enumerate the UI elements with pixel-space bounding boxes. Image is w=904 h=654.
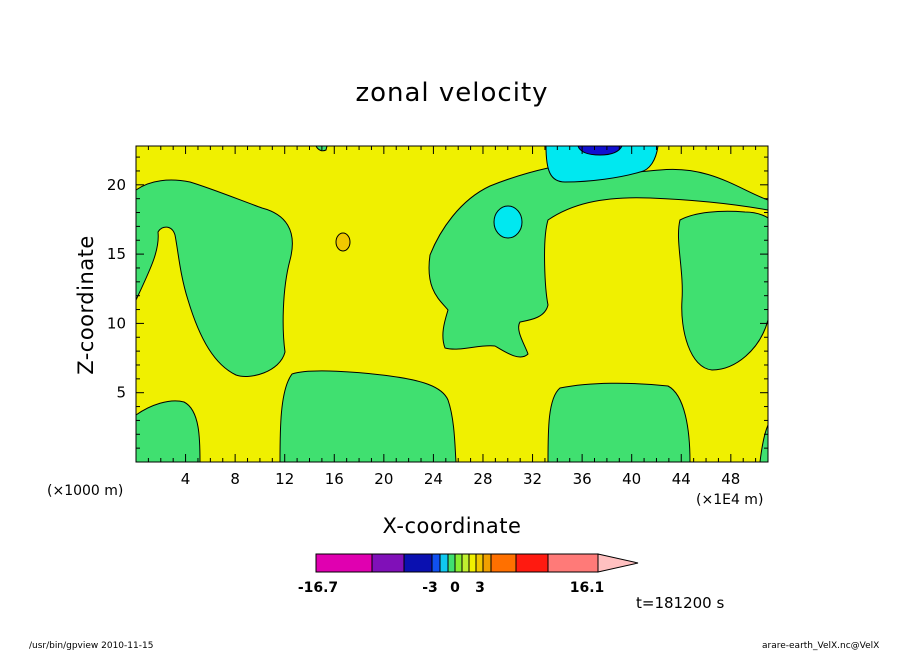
x-tick-label: 8 <box>230 470 240 488</box>
colorbar-segment <box>371 553 405 573</box>
x-unit-note: (×1000 m) <box>47 483 124 499</box>
region-green-left <box>135 179 293 377</box>
y-tick-marks <box>136 156 768 449</box>
region-green-bottom-left <box>135 400 201 463</box>
y-tick-labels: 5 10 15 20 <box>107 176 126 402</box>
x-tick-label: 12 <box>275 470 294 488</box>
colorbar-segment <box>490 553 517 573</box>
colorbar-labels: -16.7 -3 0 3 16.1 <box>298 580 604 596</box>
y-tick-label: 10 <box>107 314 126 332</box>
colorbar-segment <box>547 553 599 573</box>
colorbar-segment <box>475 553 484 573</box>
x-tick-marks <box>147 146 757 462</box>
footer-right: arare-earth_VelX.nc@VelX <box>762 641 880 651</box>
colorbar-arrow <box>597 553 639 573</box>
x-tick-label: 16 <box>325 470 344 488</box>
colorbar-segment <box>461 553 470 573</box>
x-tick-label: 48 <box>721 470 740 488</box>
x-tick-label: 44 <box>672 470 691 488</box>
colorbar-segment <box>431 553 441 573</box>
y-tick-label: 5 <box>116 384 126 402</box>
region-orange-blob <box>335 232 351 252</box>
region-green-bottom-middle <box>279 370 457 463</box>
x-axis-label: X-coordinate <box>382 514 522 538</box>
colorbar-mid-label: -3 <box>422 580 438 596</box>
colorbar-segment <box>482 553 492 573</box>
colorbar-segment <box>439 553 449 573</box>
x-unit-note-right: (×1E4 m) <box>696 492 764 508</box>
y-tick-label: 15 <box>107 245 126 263</box>
region-cyan-blob <box>493 205 523 239</box>
colorbar-segment <box>447 553 456 573</box>
x-tick-label: 32 <box>523 470 542 488</box>
colorbar-mid-label: 3 <box>475 580 485 596</box>
footer-left: /usr/bin/gpview 2010-11-15 <box>29 641 154 651</box>
y-tick-label: 20 <box>107 176 126 194</box>
colorbar-segment <box>454 553 463 573</box>
colorbar-mid-label: 0 <box>450 580 460 596</box>
chart-title: zonal velocity <box>355 78 549 108</box>
x-tick-label: 36 <box>573 470 592 488</box>
x-tick-label: 4 <box>181 470 191 488</box>
colorbar-segment <box>315 553 373 573</box>
plot-frame <box>135 145 769 463</box>
colorbar-segment <box>403 553 433 573</box>
y-axis-label: Z-coordinate <box>74 235 98 375</box>
x-tick-label: 28 <box>473 470 492 488</box>
x-tick-label: 24 <box>424 470 443 488</box>
colorbar-segment <box>515 553 549 573</box>
x-tick-label: 40 <box>622 470 641 488</box>
region-green-bottom-right <box>547 382 691 463</box>
colorbar-max-label: 16.1 <box>570 580 605 596</box>
time-label: t=181200 s <box>636 594 725 612</box>
colorbar-min-label: -16.7 <box>298 580 338 596</box>
x-tick-label: 20 <box>374 470 393 488</box>
region-green-right <box>677 210 769 371</box>
colorbar <box>315 553 639 573</box>
region-cyan-top <box>545 145 659 183</box>
x-tick-labels: 4 8 12 16 20 24 28 32 36 40 44 48 <box>181 470 741 488</box>
contour-regions <box>135 145 769 463</box>
colorbar-segment <box>468 553 477 573</box>
